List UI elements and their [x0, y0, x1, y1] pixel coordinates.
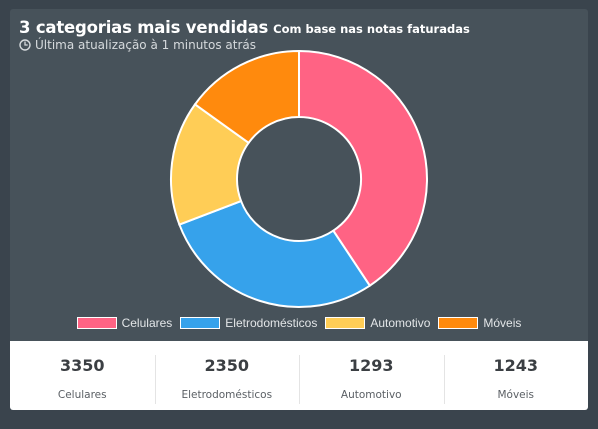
legend-swatch	[76, 317, 117, 329]
legend-item[interactable]: Móveis	[438, 316, 521, 330]
sales-card: 3 categorias mais vendidas Com base nas …	[10, 9, 588, 410]
clock-icon	[19, 39, 31, 51]
slice-móveis[interactable]	[193, 49, 300, 145]
stat-column: 3350 Celulares	[10, 341, 155, 410]
stat-value: 1293	[348, 356, 394, 375]
legend-label: Móveis	[483, 316, 522, 330]
legend-swatch	[438, 317, 479, 329]
card-title: 3 categorias mais vendidas	[19, 18, 269, 37]
stat-value: 3350	[59, 356, 105, 375]
last-update-text: Última atualização à 1 minutos atrás	[35, 38, 257, 52]
legend-label: Celulares	[121, 316, 173, 330]
stat-label: Eletrodomésticos	[181, 389, 273, 401]
card-subtitle: Com base nas notas faturadas	[273, 22, 470, 36]
chart-legend: Celulares Eletrodomésticos Automotivo Móvei…	[10, 316, 588, 330]
stat-column: 1293 Automotivo	[299, 341, 444, 410]
doughnut-chart	[170, 49, 428, 308]
legend-item[interactable]: Celulares	[76, 316, 173, 330]
card-header: 3 categorias mais vendidas Com base nas …	[19, 18, 579, 52]
stats-bar: 3350 Celulares 2350 Eletrodomésticos 1293 Aut…	[10, 341, 588, 410]
legend-item[interactable]: Eletrodomésticos	[180, 316, 317, 330]
title-line: 3 categorias mais vendidas Com base nas …	[19, 18, 579, 37]
stat-label: Móveis	[497, 389, 535, 401]
stat-value: 2350	[204, 356, 250, 375]
slice-celulares[interactable]	[298, 49, 428, 288]
legend-swatch	[180, 317, 221, 329]
legend-swatch	[325, 317, 366, 329]
legend-label: Automotivo	[370, 316, 431, 330]
legend-item[interactable]: Automotivo	[325, 316, 430, 330]
stat-column: 1243 Móveis	[443, 341, 589, 410]
stat-label: Automotivo	[340, 389, 402, 401]
slice-eletrodomésticos[interactable]	[178, 199, 372, 308]
stat-column: 2350 Eletrodomésticos	[154, 341, 300, 410]
legend-label: Eletrodomésticos	[225, 316, 318, 330]
stat-value: 1243	[493, 356, 539, 375]
last-update: Última atualização à 1 minutos atrás	[19, 38, 579, 52]
stat-label: Celulares	[57, 389, 107, 401]
